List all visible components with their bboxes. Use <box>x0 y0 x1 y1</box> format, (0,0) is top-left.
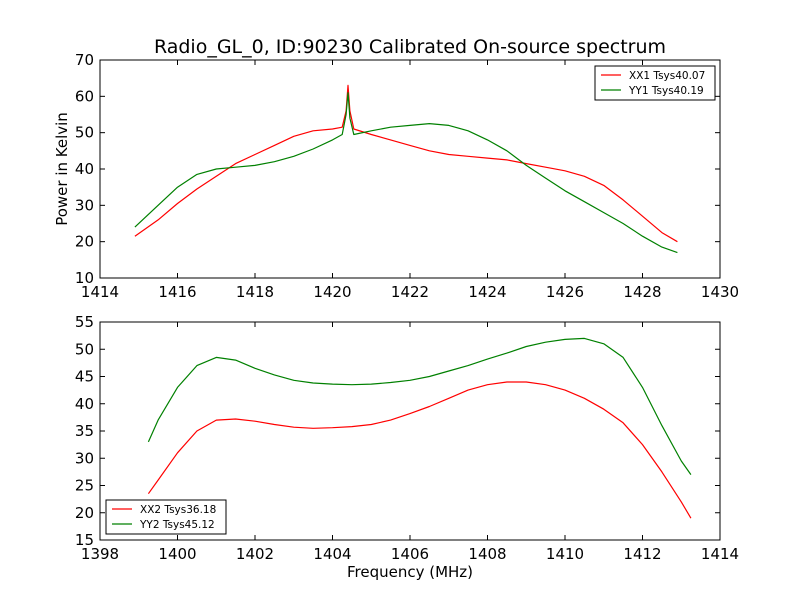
x-tick-label-0: 1424 <box>468 283 506 301</box>
y-tick-label-0: 60 <box>75 87 94 105</box>
series-line-1-0 <box>147 381 692 519</box>
y-tick-label-0: 40 <box>75 160 94 178</box>
x-tick-label-1: 1400 <box>158 545 196 563</box>
x-tick-label-1: 1410 <box>546 545 584 563</box>
series-line-0-1 <box>134 92 678 254</box>
y-tick-label-1: 50 <box>75 340 94 358</box>
top-plot-panel: 1414 1416 1418 1420 1422 1424 1426 1428 1430 10 20… <box>75 51 739 301</box>
x-tick-label-1: 1408 <box>468 545 506 563</box>
y-tick-label-0: 70 <box>75 51 94 69</box>
legend-label-1-1: YY2 Tsys45.12 <box>139 519 215 531</box>
bottom-plot-panel: 1398 1400 1402 1404 1406 1408 1410 1412 1414 15 20… <box>75 313 739 563</box>
x-tick-label-0: 1430 <box>701 283 739 301</box>
legend-label-0-0: XX1 Tsys40.07 <box>629 70 705 82</box>
x-tick-label-1: 1402 <box>236 545 274 563</box>
y-tick-label-1: 30 <box>75 449 94 467</box>
series-line-0-0 <box>134 84 678 243</box>
x-tick-label-0: 1428 <box>623 283 661 301</box>
x-tick-label-1: 1398 <box>81 545 119 563</box>
y-tick-label-1: 15 <box>75 531 94 549</box>
y-axis-label: Power in Kelvin <box>53 112 71 226</box>
y-tick-label-1: 40 <box>75 395 94 413</box>
x-tick-label-0: 1426 <box>546 283 584 301</box>
legend-label-0-1: YY1 Tsys40.19 <box>628 85 704 97</box>
x-tick-label-1: 1412 <box>623 545 661 563</box>
x-axis-label: Frequency (MHz) <box>347 563 473 581</box>
legend-0: XX1 Tsys40.07 YY1 Tsys40.19 <box>594 65 716 101</box>
y-tick-label-1: 25 <box>75 477 94 495</box>
y-tick-label-1: 45 <box>75 368 94 386</box>
x-tick-label-0: 1422 <box>391 283 429 301</box>
chart-title: Radio_GL_0, ID:90230 Calibrated On-sourc… <box>154 36 666 58</box>
legend-1: XX2 Tsys36.18 YY2 Tsys45.12 <box>105 499 227 535</box>
x-tick-label-0: 1420 <box>313 283 351 301</box>
legend-label-1-0: XX2 Tsys36.18 <box>140 504 216 516</box>
series-line-1-1 <box>147 337 692 475</box>
y-tick-label-0: 30 <box>75 196 94 214</box>
y-tick-label-0: 50 <box>75 124 94 142</box>
y-tick-label-0: 20 <box>75 233 94 251</box>
y-tick-label-0: 10 <box>75 269 94 287</box>
x-tick-label-0: 1414 <box>81 283 119 301</box>
x-tick-label-0: 1416 <box>158 283 196 301</box>
x-tick-label-1: 1404 <box>313 545 351 563</box>
y-tick-label-1: 55 <box>75 313 94 331</box>
legend-box-1 <box>105 499 227 535</box>
y-tick-label-1: 20 <box>75 504 94 522</box>
x-tick-label-1: 1414 <box>701 545 739 563</box>
x-tick-label-1: 1406 <box>391 545 429 563</box>
y-tick-label-1: 35 <box>75 422 94 440</box>
x-tick-label-0: 1418 <box>236 283 274 301</box>
legend-box-0 <box>594 65 716 101</box>
